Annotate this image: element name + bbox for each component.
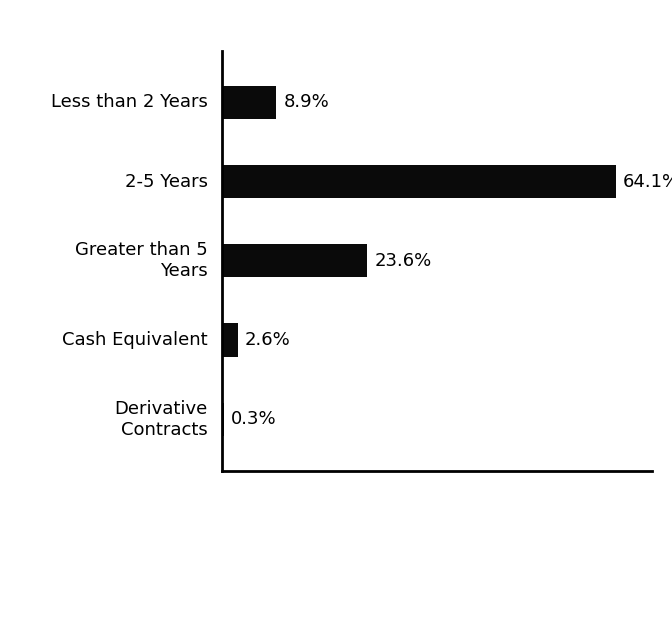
Bar	[222, 403, 224, 436]
Text: 0.3%: 0.3%	[231, 410, 277, 428]
Text: 8.9%: 8.9%	[284, 93, 329, 111]
Text: 64.1%: 64.1%	[623, 172, 672, 191]
Bar	[222, 86, 276, 119]
Text: 2.6%: 2.6%	[245, 331, 291, 349]
Bar	[222, 244, 367, 277]
Text: 23.6%: 23.6%	[374, 252, 431, 270]
Bar	[222, 165, 616, 198]
Bar	[222, 323, 238, 357]
